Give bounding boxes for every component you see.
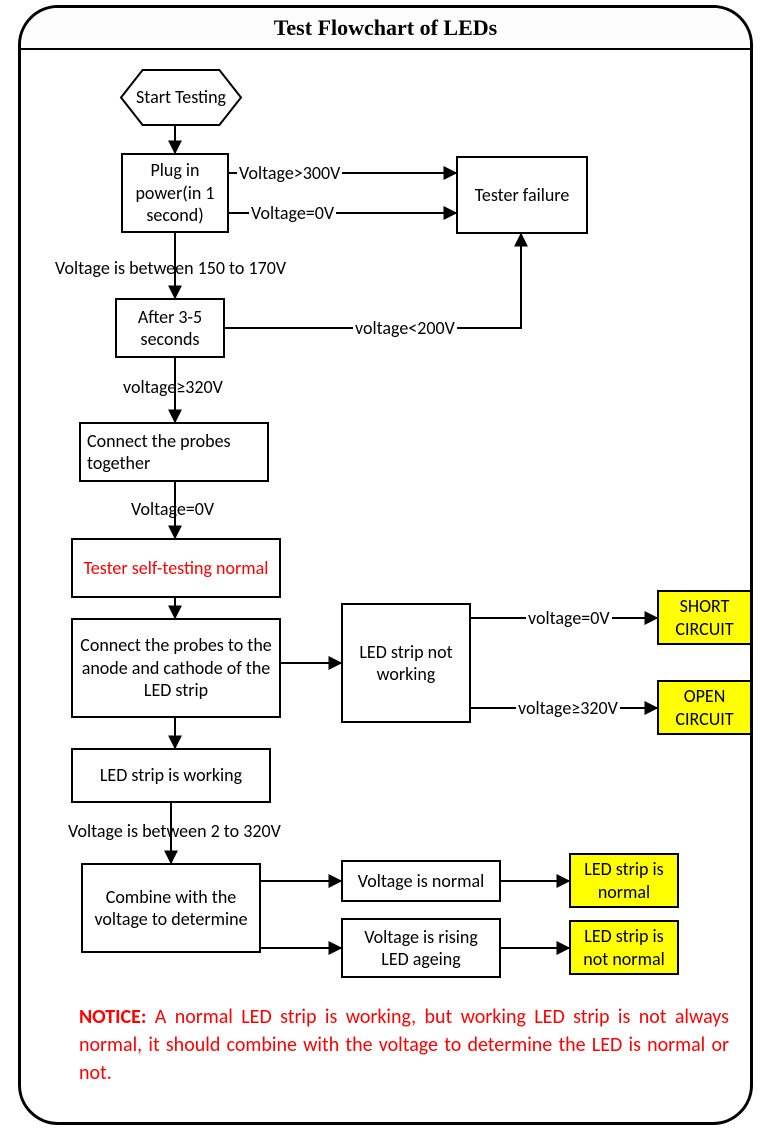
page: Test Flowchart of LEDs Start TestingPlug… xyxy=(0,0,771,1131)
edge-label: Voltage=0V xyxy=(249,202,336,224)
edge-after35-testerFail xyxy=(225,234,521,328)
node-voltNormal: Voltage is normal xyxy=(341,860,501,902)
edge-label: Voltage=0V xyxy=(129,498,216,520)
notice-text: NOTICE: A normal LED strip is working, b… xyxy=(79,1003,729,1087)
edge-label: Voltage is between 150 to 170V xyxy=(53,257,288,279)
flowchart-frame: Test Flowchart of LEDs Start TestingPlug… xyxy=(18,5,753,1125)
edge-label: Voltage is between 2 to 320V xyxy=(66,820,283,842)
notice-lead: NOTICE: xyxy=(79,1005,146,1029)
node-connectAnode: Connect the probes to the anode and cath… xyxy=(71,618,281,718)
edge-label: voltage<200V xyxy=(353,317,457,339)
node-combine: Combine with the voltage to determine xyxy=(81,863,261,953)
node-open: OPEN CIRCUIT xyxy=(657,680,752,735)
edge-label: voltage=0V xyxy=(526,607,612,629)
edge-label: voltage≥320V xyxy=(121,376,225,398)
notice-body: A normal LED strip is working, but worki… xyxy=(79,1005,729,1085)
node-short: SHORT CIRCUIT xyxy=(657,590,752,645)
edge-label: Voltage>300V xyxy=(237,162,342,184)
node-selfTest: Tester self-testing normal xyxy=(71,538,281,598)
node-label-start: Start Testing xyxy=(121,70,241,125)
node-connectProbes: Connect the probes together xyxy=(79,422,269,482)
node-ledNormal: LED strip is normal xyxy=(569,853,679,908)
node-ledNotNormal: LED strip is not normal xyxy=(569,920,679,975)
node-plug: Plug in power(in 1 second) xyxy=(121,153,229,233)
node-working: LED strip is working xyxy=(71,748,271,803)
node-voltRising: Voltage is rising LED ageing xyxy=(341,918,501,978)
edge-label: voltage≥320V xyxy=(516,697,620,719)
node-notWorking: LED strip not working xyxy=(341,603,471,723)
node-after35: After 3-5 seconds xyxy=(115,298,225,358)
node-testerFail: Tester failure xyxy=(456,156,588,234)
